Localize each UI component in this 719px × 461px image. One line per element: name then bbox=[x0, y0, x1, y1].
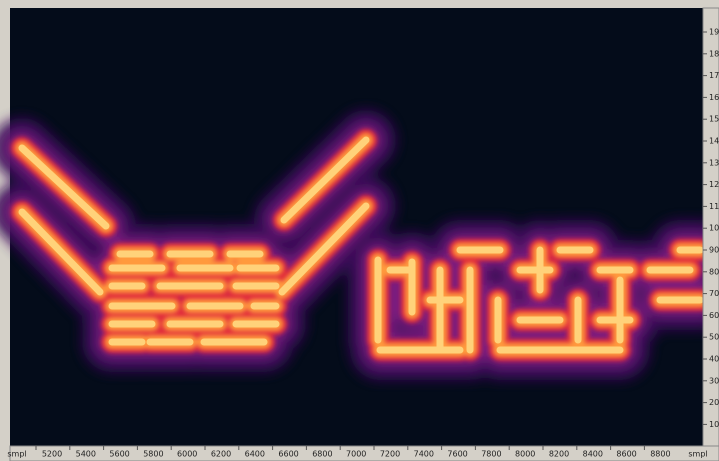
y-tick-label: 10 bbox=[709, 224, 719, 233]
x-tick-label: 6200 bbox=[211, 450, 231, 459]
y-tick-label: 90 bbox=[709, 246, 719, 255]
x-tick-label: 8600 bbox=[616, 450, 636, 459]
y-tick-label: 14 bbox=[709, 137, 719, 146]
x-tick-label: 5200 bbox=[42, 450, 62, 459]
x-tick-label: 5400 bbox=[76, 450, 96, 459]
x-unit-label: smpl bbox=[7, 450, 26, 459]
x-tick-label: 8200 bbox=[549, 450, 569, 459]
x-tick-label: 8400 bbox=[583, 450, 603, 459]
y-tick-label: 80 bbox=[709, 267, 719, 276]
x-tick-label: 5600 bbox=[109, 450, 129, 459]
x-tick-label: 6000 bbox=[177, 450, 197, 459]
y-tick-label: 70 bbox=[709, 289, 719, 298]
y-tick-label: 10 bbox=[709, 420, 719, 429]
x-tick-label: 7800 bbox=[481, 450, 501, 459]
y-tick-label: 40 bbox=[709, 355, 719, 364]
y-tick-label: 13 bbox=[709, 158, 719, 167]
y-tick-label: 12 bbox=[709, 180, 719, 189]
x-tick-label: 5800 bbox=[143, 450, 163, 459]
y-tick-label: 19 bbox=[709, 28, 719, 37]
y-tick-label: 16 bbox=[709, 93, 719, 102]
x-unit-label: smpl bbox=[688, 450, 707, 459]
x-tick-label: 6800 bbox=[312, 450, 332, 459]
axis-labels: smpl smpl 5200 5400 5600 5800 6000 6200 6400 6600… bbox=[7, 28, 719, 459]
x-tick-label: 8800 bbox=[650, 450, 670, 459]
x-tick-label: 8000 bbox=[515, 450, 535, 459]
y-tick-label: 20 bbox=[709, 398, 719, 407]
x-axis-strip bbox=[9, 445, 719, 461]
x-tick-label: 6600 bbox=[278, 450, 298, 459]
x-tick-label: 7200 bbox=[380, 450, 400, 459]
y-tick-label: 30 bbox=[709, 376, 719, 385]
y-tick-label: 18 bbox=[709, 49, 719, 58]
y-tick-label: 17 bbox=[709, 71, 719, 80]
x-tick-label: 7600 bbox=[447, 450, 467, 459]
x-tick-label: 6400 bbox=[245, 450, 265, 459]
x-tick-label: 7000 bbox=[346, 450, 366, 459]
top-border bbox=[10, 0, 703, 8]
x-tick-label: 7400 bbox=[414, 450, 434, 459]
y-tick-label: 60 bbox=[709, 311, 719, 320]
y-tick-label: 11 bbox=[709, 202, 719, 211]
y-tick-label: 50 bbox=[709, 333, 719, 342]
y-tick-label: 15 bbox=[709, 115, 719, 124]
